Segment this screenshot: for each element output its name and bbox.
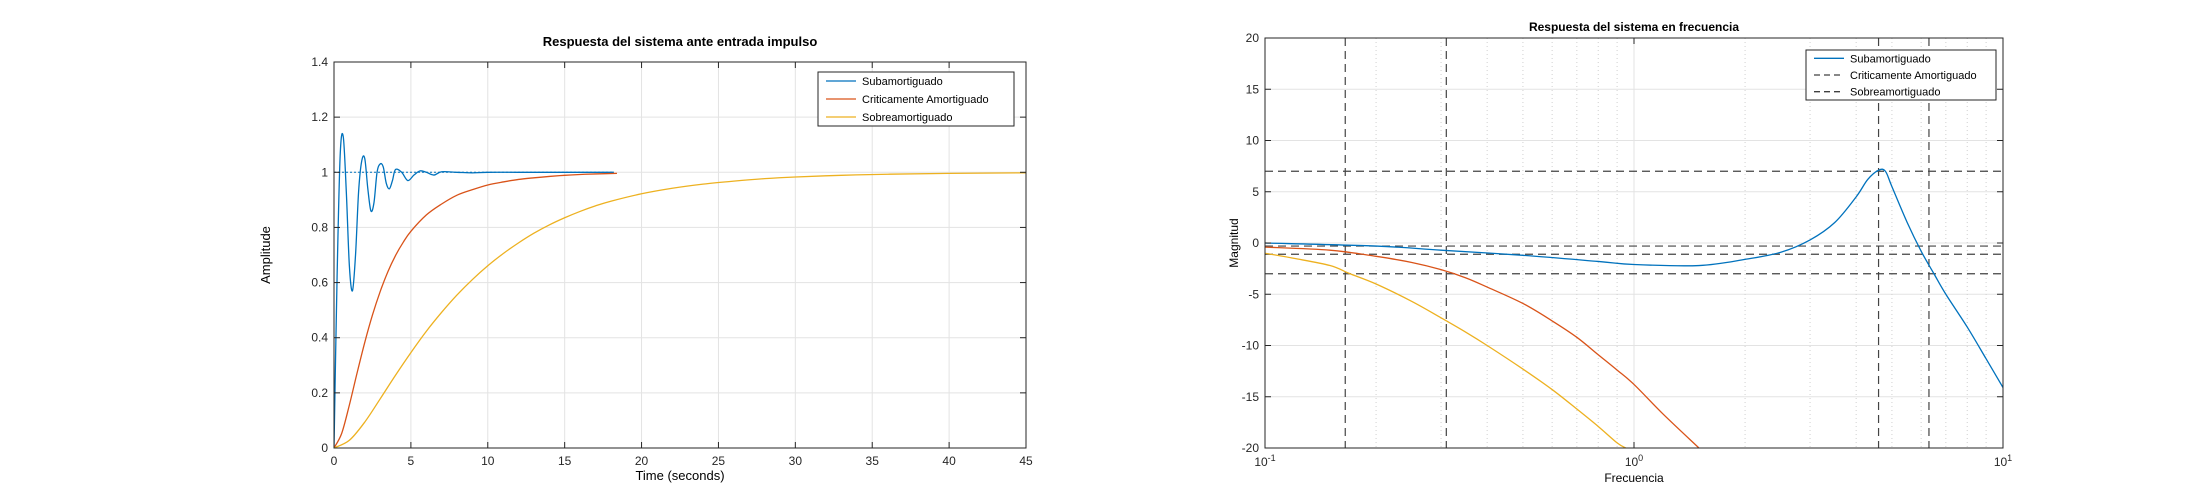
y-tick-label: -20 [1242,441,1260,455]
series-line-1 [1265,168,2003,388]
x-tick-label: 101 [1994,453,2012,469]
x-tick-label: 20 [635,454,649,468]
series-group [1265,168,2003,448]
legend-label: Sobreamortiguado [1850,87,1941,99]
y-tick-label: 1 [321,165,328,179]
legend-label: Subamortiguado [862,76,943,88]
x-tick-label: 30 [789,454,803,468]
y-tick-label: 0 [321,441,328,455]
y-tick-label: -10 [1242,339,1260,353]
series-line-3 [1265,252,1627,448]
legend-label: Sobreamortiguado [862,112,953,124]
legend-label: Criticamente Amortiguado [862,94,989,106]
y-tick-label: 0.2 [311,386,328,400]
reference-lines [1265,38,2003,448]
legend-label: Subamortiguado [1850,53,1931,65]
axes-box [333,61,1027,449]
legend: Subamortiguado Criticamente Amortiguado So… [1805,49,1997,101]
y-tick-label: 0.6 [311,276,328,290]
y-tick-label: 5 [1252,185,1259,199]
x-axis-label: Frecuencia [1604,471,1664,485]
y-tick-label: 0 [1252,236,1259,250]
legend: Subamortiguado Criticamente Amortiguado So… [817,71,1015,127]
y-tick-label: 0.4 [311,331,328,345]
x-tick-label: 10-1 [1254,453,1275,469]
series-group [334,132,1026,448]
x-tick-label: 35 [866,454,880,468]
series-line-3 [334,172,1026,448]
y-axis-label: Magnitud [1227,218,1241,267]
y-tick-label: 20 [1246,31,1260,45]
x-tick-label: 40 [942,454,956,468]
chart-1: 0 0.2 0.4 0.6 0.8 1 1.2 1.4 0 5 10 15 20 25 30 35 40 45 Re… [258,34,1033,483]
y-tick-label: 10 [1246,134,1260,148]
chart-2: -20 -15 -10 -5 0 5 10 15 20 10-1 100 101 Respuesta d… [1227,20,2012,485]
y-tick-label: 15 [1246,82,1260,96]
x-tick-label: 0 [331,454,338,468]
series-line-2 [1265,246,1700,448]
x-tick-label: 25 [712,454,726,468]
x-tick-label: 15 [558,454,572,468]
chart-title: Respuesta del sistema en frecuencia [1529,20,1739,34]
x-tick-label: 100 [1625,453,1643,469]
x-tick-label: 10 [481,454,495,468]
x-axis-label: Time (seconds) [635,468,724,483]
y-tick-label: -15 [1242,390,1260,404]
x-tick-label: 45 [1019,454,1033,468]
y-axis-label: Amplitude [258,226,273,284]
series-line-1 [334,132,614,448]
y-tick-label: 1.2 [311,110,328,124]
chart-title: Respuesta del sistema ante entrada impul… [543,34,818,49]
x-tick-label: 5 [408,454,415,468]
y-tick-label: -5 [1248,287,1259,301]
legend-label: Criticamente Amortiguado [1850,70,1977,82]
series-line-2 [334,172,617,448]
y-tick-label: 0.8 [311,220,328,234]
y-tick-label: 1.4 [311,55,328,69]
